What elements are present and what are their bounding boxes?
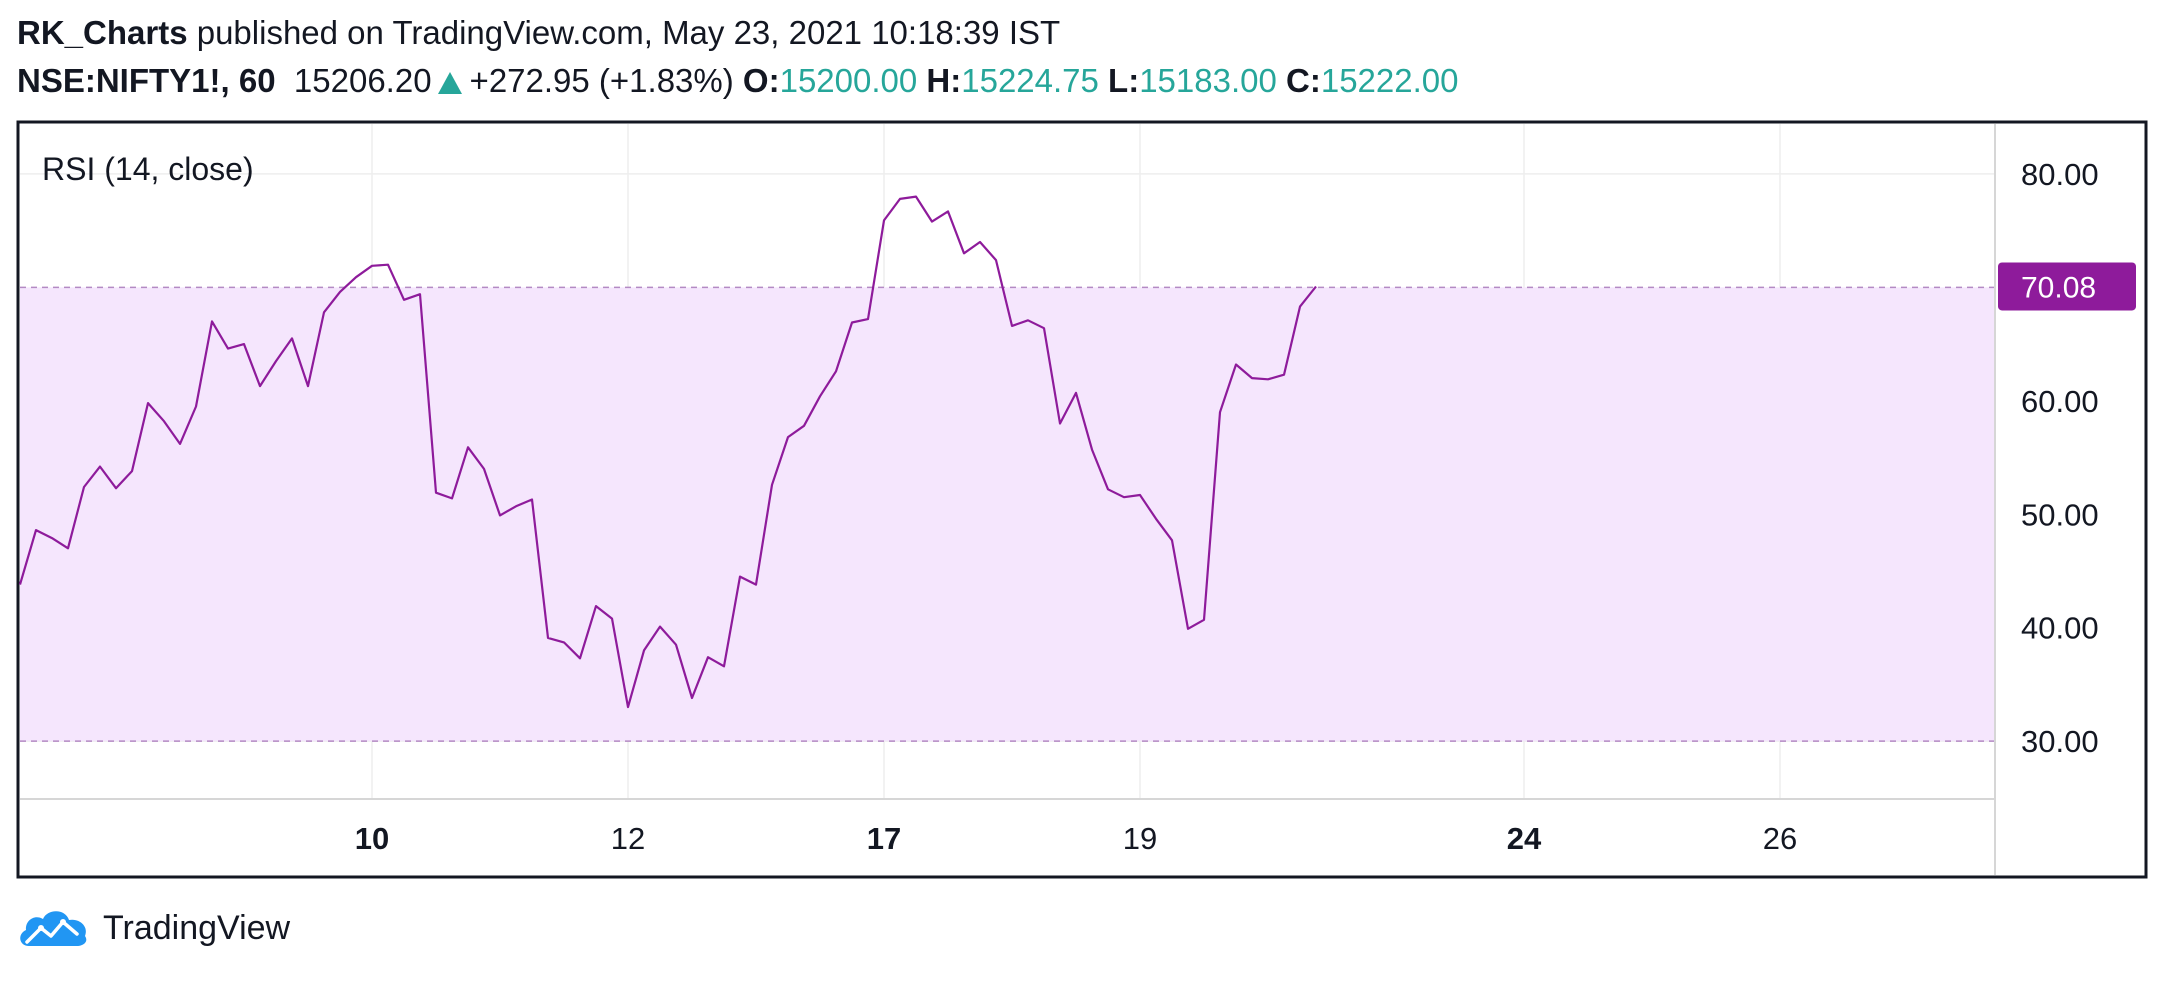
x-tick-label: 24 <box>1507 821 1542 856</box>
close-label: C: <box>1286 62 1321 99</box>
close-value: 15222.00 <box>1320 62 1459 99</box>
last-value-label: 70.08 <box>2021 271 2096 304</box>
indicator-title[interactable]: RSI (14, close) <box>42 151 254 187</box>
y-axis: 80.00 60.00 50.00 40.00 30.00 <box>2021 157 2099 759</box>
published-text: published on TradingView.com, May 23, 20… <box>196 14 1061 51</box>
high-label: H: <box>926 62 962 99</box>
last-value-marker: 70.08 <box>1998 262 2136 311</box>
low-label: L: <box>1108 62 1140 99</box>
rsi-band <box>20 287 1995 742</box>
open-label: O: <box>742 62 780 99</box>
y-tick-label: 80.00 <box>2021 157 2099 192</box>
last-value-bg <box>1998 262 2136 311</box>
y-tick-label: 50.00 <box>2021 497 2099 532</box>
symbol-label[interactable]: NSE:NIFTY1!, 60 <box>17 62 276 99</box>
tradingview-cloud-icon <box>20 911 87 946</box>
x-tick-label: 26 <box>1763 821 1797 856</box>
up-triangle-icon <box>437 72 462 94</box>
open-value: 15200.00 <box>779 62 918 99</box>
x-tick-label: 12 <box>611 821 645 856</box>
x-tick-label: 17 <box>867 821 901 856</box>
y-tick-label: 40.00 <box>2021 611 2099 646</box>
tradingview-brand[interactable]: TradingView <box>17 903 290 953</box>
last-price: 15206.20 <box>293 62 432 99</box>
chart-frame <box>16 120 2148 879</box>
price-change: +272.95 (+1.83%) <box>469 62 734 99</box>
y-tick-label: 60.00 <box>2021 384 2099 419</box>
author-name[interactable]: RK_Charts <box>17 14 188 51</box>
publish-info: RK_Charts published on TradingView.com, … <box>17 13 1060 53</box>
x-tick-label: 19 <box>1123 821 1157 856</box>
rsi-series-line <box>18 195 1317 709</box>
high-value: 15224.75 <box>961 62 1099 99</box>
symbol-legend: NSE:NIFTY1!, 60 15206.20 +272.95 (+1.83%)… <box>17 61 1458 101</box>
brand-name: TradingView <box>103 908 291 947</box>
y-tick-label: 30.00 <box>2021 724 2099 759</box>
low-value: 15183.00 <box>1139 62 1277 99</box>
x-axis: 10 12 17 19 24 26 <box>355 821 1797 856</box>
x-tick-label: 10 <box>355 821 389 856</box>
